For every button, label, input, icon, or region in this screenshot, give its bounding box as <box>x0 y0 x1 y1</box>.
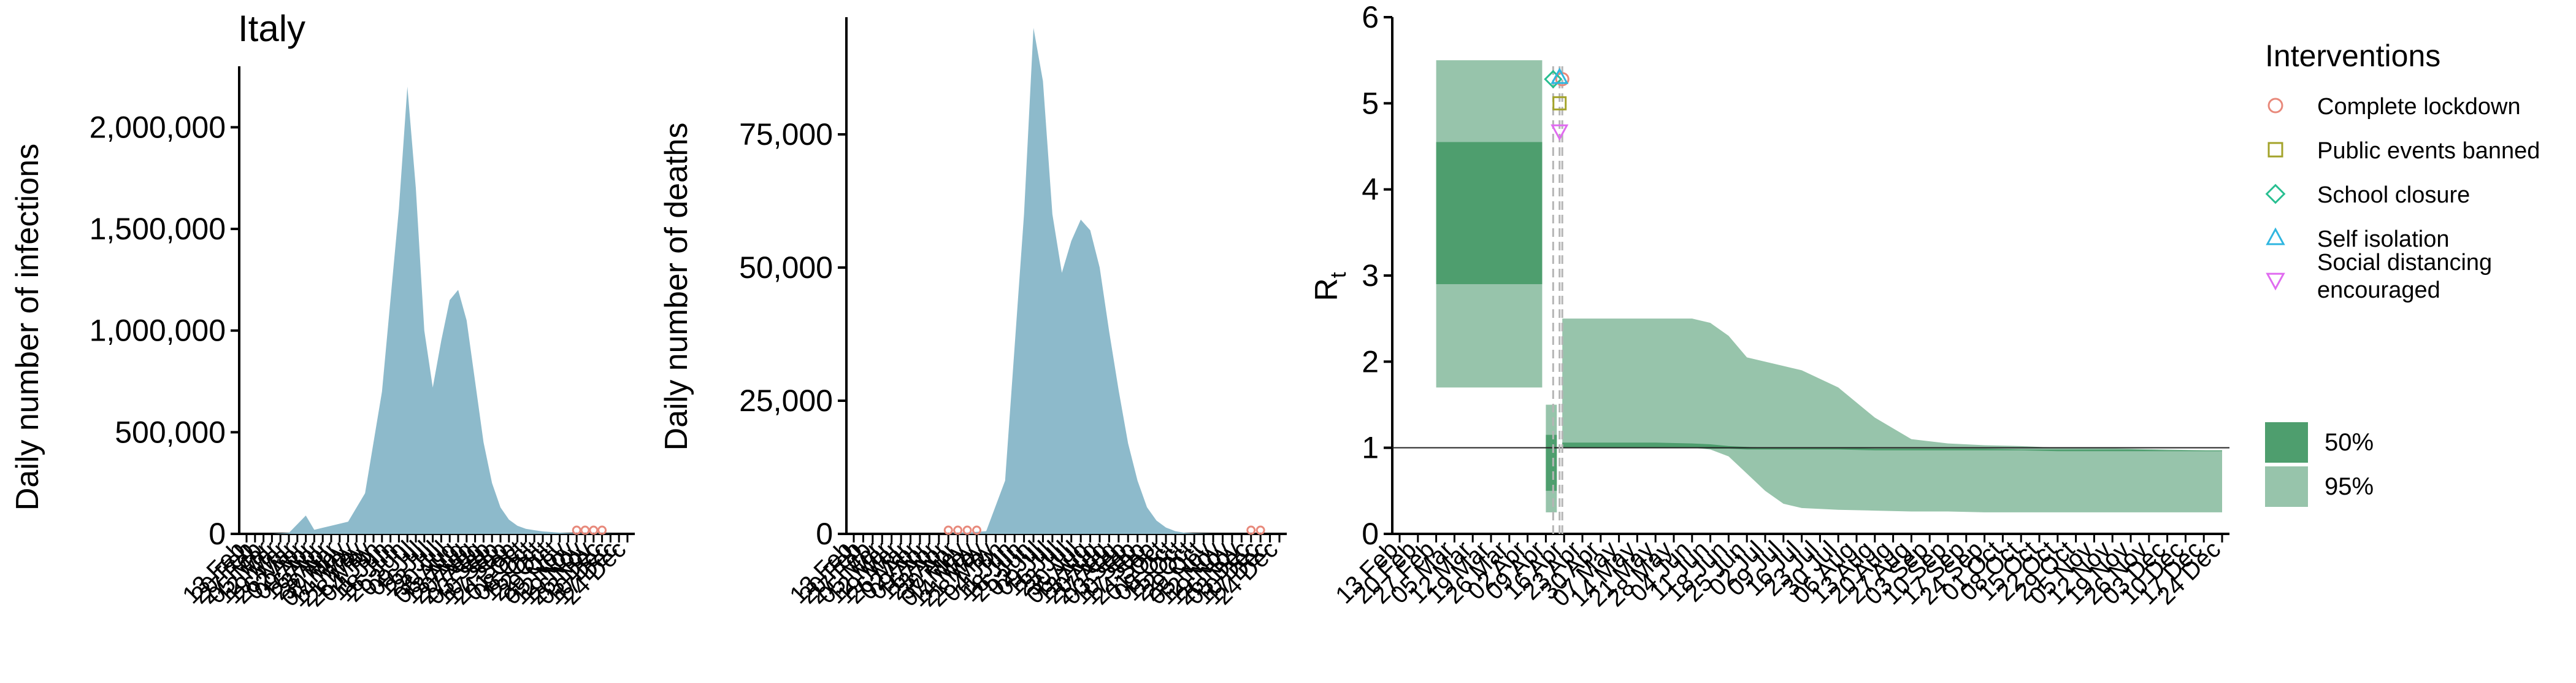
infections-panel: Italy Daily number of infections 0 500,00… <box>10 8 635 612</box>
y-tick-label: 4 <box>1362 172 1379 207</box>
y-tick-label: 1,500,000 <box>90 212 226 246</box>
legend-label: Social distancing <box>2317 250 2492 276</box>
deaths-panel: Daily number of deaths 0 25,000 50,000 75,0… <box>659 17 1287 612</box>
y-axis-title: Rt <box>1309 272 1351 301</box>
legend-ci-item: 95% <box>2265 466 2374 507</box>
legend-marker-icon <box>2267 98 2283 114</box>
legend-marker-icon <box>2266 272 2285 291</box>
y-axis-title: Daily number of infections <box>10 144 45 511</box>
y-tick-label: 6 <box>1362 0 1379 34</box>
rt-label: R <box>1309 278 1344 301</box>
legend-interventions: Complete lockdown Public events banned Sch… <box>2265 94 2540 303</box>
legend-marker-icon <box>2265 183 2286 204</box>
y-tick-label: 1 <box>1362 431 1379 465</box>
legend-label-line2: encouraged <box>2317 277 2440 303</box>
lockdown-marker <box>972 525 981 535</box>
rt-ci95-band <box>1562 318 2222 512</box>
intervention-marker <box>1551 68 1569 84</box>
legend-item: Complete lockdown <box>2267 94 2521 120</box>
legend-marker-icon <box>2267 142 2283 158</box>
intervention-marker <box>1544 69 1563 89</box>
legend-label: 50% <box>2325 429 2374 456</box>
legend-label: Self isolation <box>2317 226 2449 252</box>
legend: Interventions Complete lockdown Public ev… <box>2265 39 2540 507</box>
legend-ci: 50% 95% <box>2265 422 2374 507</box>
legend-item: Self isolation <box>2266 226 2449 252</box>
lockdown-marker <box>580 525 590 535</box>
y-tick-label: 0 <box>1362 517 1379 551</box>
y-tick-label: 2 <box>1362 344 1379 379</box>
legend-ci-item: 50% <box>2265 422 2374 463</box>
lockdown-marker <box>1255 525 1265 535</box>
y-tick-label: 50,000 <box>739 250 833 285</box>
y-tick-label: 25,000 <box>739 384 833 418</box>
rt-ci50-band <box>1562 442 2222 452</box>
y-tick-label: 0 <box>816 517 833 551</box>
y-tick-label: 500,000 <box>115 415 226 449</box>
legend-item: Social distancing encouraged <box>2266 250 2492 303</box>
y-tick-label: 0 <box>209 517 226 551</box>
lockdown-marker <box>953 525 963 535</box>
legend-label: School closure <box>2317 182 2470 208</box>
y-axis-title: Daily number of deaths <box>659 123 694 451</box>
rt-ci50-band <box>1546 434 1557 491</box>
intervention-marker <box>1552 96 1567 110</box>
legend-marker-icon <box>2266 227 2285 245</box>
legend-label: Public events banned <box>2317 138 2540 164</box>
lockdown-marker <box>597 525 607 535</box>
legend-title: Interventions <box>2265 39 2440 73</box>
y-tick-label: 75,000 <box>739 117 833 152</box>
y-tick-label: 1,000,000 <box>90 314 226 348</box>
legend-item: Public events banned <box>2267 138 2540 164</box>
legend-label: Complete lockdown <box>2317 94 2521 120</box>
lockdown-marker <box>572 525 581 535</box>
series-area <box>247 87 619 534</box>
lockdown-marker <box>943 525 953 535</box>
lockdown-marker <box>962 525 972 535</box>
y-tick-label: 2,000,000 <box>90 110 226 144</box>
series-area <box>854 28 1270 534</box>
rt-ci50-band <box>1436 142 1543 285</box>
lockdown-marker <box>589 525 599 535</box>
y-tick-label: 3 <box>1362 258 1379 293</box>
lockdown-marker <box>1246 525 1256 535</box>
legend-swatch <box>2265 466 2308 507</box>
legend-item: School closure <box>2265 182 2470 208</box>
legend-label: 95% <box>2325 473 2374 500</box>
rt-subscript: t <box>1325 272 1351 278</box>
intervention-marker <box>1551 124 1569 141</box>
y-tick-label: 5 <box>1362 86 1379 120</box>
legend-swatch <box>2265 422 2308 463</box>
panel-title: Italy <box>238 8 305 49</box>
